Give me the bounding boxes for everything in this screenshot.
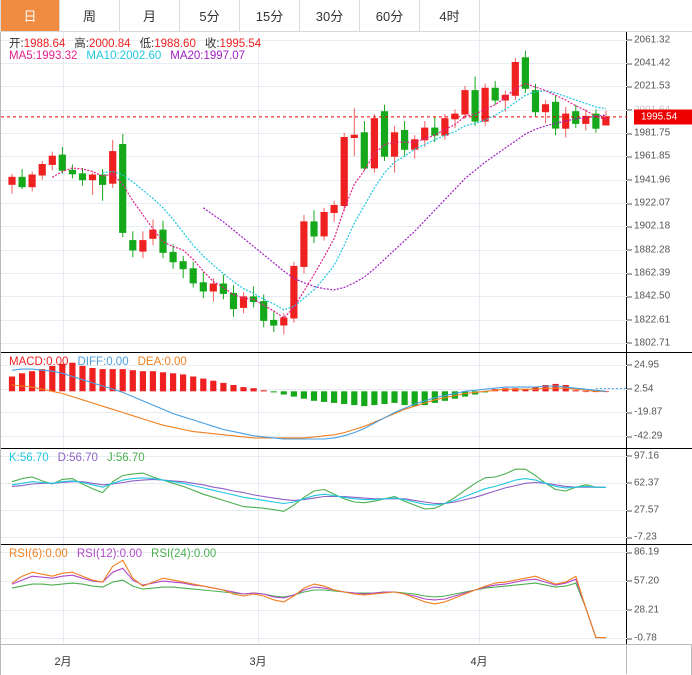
macd-axis-tick-2: -19.87 <box>627 407 662 418</box>
price-axis-tick-8: 1902.18 <box>627 221 670 232</box>
rsi-axis-tick-1: 57.20 <box>627 575 659 586</box>
price-axis-tick-1: 2041.42 <box>627 58 670 69</box>
date-axis-panel: 2月 3月 4月 <box>1 644 692 674</box>
price-axis-tick-5: 1961.85 <box>627 151 670 162</box>
vertical-gridline <box>479 32 480 352</box>
date-axis-strip: 2月 3月 4月 <box>1 645 627 674</box>
kdj-axis-tick-2: 27.57 <box>627 505 659 516</box>
kdj-plot-area[interactable] <box>1 449 627 544</box>
vertical-gridline <box>479 353 480 448</box>
price-axis-tick-11: 1842.50 <box>627 291 670 302</box>
price-axis-tick-4: 1981.75 <box>627 128 670 139</box>
price-axis-tick-12: 1822.61 <box>627 314 670 325</box>
price-axis-tick-0: 2061.32 <box>627 34 670 45</box>
gridline <box>1 412 627 413</box>
vertical-gridline <box>63 545 64 644</box>
kdj-panel: 97.16 62.37 27.57 -7.23 K:56.70 D:56.70 J:56.… <box>1 448 692 544</box>
timeframe-tab-4[interactable]: 15分 <box>240 0 300 31</box>
gridline <box>1 389 627 390</box>
gridline <box>1 365 627 366</box>
price-axis-tick-9: 1882.28 <box>627 244 670 255</box>
date-axis-label-2: 4月 <box>470 656 488 668</box>
vertical-gridline <box>63 32 64 352</box>
price-axis-tick-7: 1922.07 <box>627 198 670 209</box>
gridline <box>1 638 627 639</box>
gridline <box>1 273 627 274</box>
rsi-plot-area[interactable] <box>1 545 627 644</box>
macd-axis: 24.95 2.54 -19.87 -42.29 <box>627 353 692 448</box>
gridline <box>1 456 627 457</box>
gridline <box>1 510 627 511</box>
timeframe-tab-3[interactable]: 5分 <box>180 0 240 31</box>
timeframe-tab-0[interactable]: 日 <box>0 0 60 31</box>
rsi-series <box>11 559 606 639</box>
timeframe-tab-7[interactable]: 4时 <box>420 0 480 31</box>
gridline <box>1 110 627 111</box>
current-price-badge: 1995.54 <box>634 109 692 125</box>
vertical-gridline <box>258 449 259 544</box>
rsi-axis-tick-2: 28.21 <box>627 604 659 615</box>
timeframe-tab-2[interactable]: 月 <box>120 0 180 31</box>
timeframe-tab-5[interactable]: 30分 <box>300 0 360 31</box>
price-axis-tick-13: 1802.71 <box>627 337 670 348</box>
vertical-gridline <box>258 353 259 448</box>
timeframe-tabbar: 日周月 5分 15分 30分 60分 4时 <box>0 0 692 32</box>
price-plot-area[interactable] <box>1 32 627 352</box>
kdj-series <box>11 468 607 512</box>
gridline <box>1 86 627 87</box>
price-axis-tick-6: 1941.96 <box>627 174 670 185</box>
macd-panel: 24.95 2.54 -19.87 -42.29 MACD:0.00 DIFF:0.00… <box>1 352 692 448</box>
vertical-gridline <box>258 32 259 352</box>
macd-axis-tick-3: -42.29 <box>627 431 662 442</box>
gridline <box>1 581 627 582</box>
gridline <box>1 320 627 321</box>
gridline <box>1 610 627 611</box>
macd-axis-tick-1: 2.54 <box>627 383 653 394</box>
gridline <box>1 483 627 484</box>
rsi-axis: 86.19 57.20 28.21 -0.78 <box>627 545 692 644</box>
gridline <box>1 296 627 297</box>
gridline <box>1 180 627 181</box>
timeframe-tab-6[interactable]: 60分 <box>360 0 420 31</box>
gridline <box>1 203 627 204</box>
candlestick-series <box>1 50 627 335</box>
gridline <box>1 552 627 553</box>
gridline <box>1 537 627 538</box>
gridline <box>1 343 627 344</box>
vertical-gridline <box>63 449 64 544</box>
date-axis-label-1: 3月 <box>249 656 267 668</box>
price-axis-tick-10: 1862.39 <box>627 268 670 279</box>
rsi-panel: 86.19 57.20 28.21 -0.78 RSI(6):0.00 RSI(12):… <box>1 544 692 644</box>
kdj-axis-tick-1: 62.37 <box>627 477 659 488</box>
gridline <box>1 156 627 157</box>
rsi-axis-tick-0: 86.19 <box>627 547 659 558</box>
timeframe-tab-1[interactable]: 周 <box>60 0 120 31</box>
macd-series <box>8 362 627 440</box>
vertical-gridline <box>63 353 64 448</box>
chart-frame: 2061.322041.422021.532001.641981.751961.… <box>0 32 692 675</box>
macd-plot-area[interactable] <box>1 353 627 448</box>
tabbar-filler <box>480 0 692 31</box>
macd-axis-tick-0: 24.95 <box>627 359 659 370</box>
gridline <box>1 40 627 41</box>
gridline <box>1 250 627 251</box>
gridline <box>1 63 627 64</box>
price-panel: 2061.322041.422021.532001.641981.751961.… <box>1 32 692 352</box>
vertical-gridline <box>479 545 480 644</box>
rsi-axis-tick-3: -0.78 <box>627 633 657 644</box>
kdj-axis-tick-3: -7.23 <box>627 532 657 543</box>
kdj-axis: 97.16 62.37 27.57 -7.23 <box>627 449 692 544</box>
gridline <box>1 133 627 134</box>
price-axis: 2061.322041.422021.532001.641981.751961.… <box>627 32 692 352</box>
kdj-axis-tick-0: 97.16 <box>627 450 659 461</box>
date-axis-label-0: 2月 <box>54 656 72 668</box>
price-axis-tick-2: 2021.53 <box>627 81 670 92</box>
